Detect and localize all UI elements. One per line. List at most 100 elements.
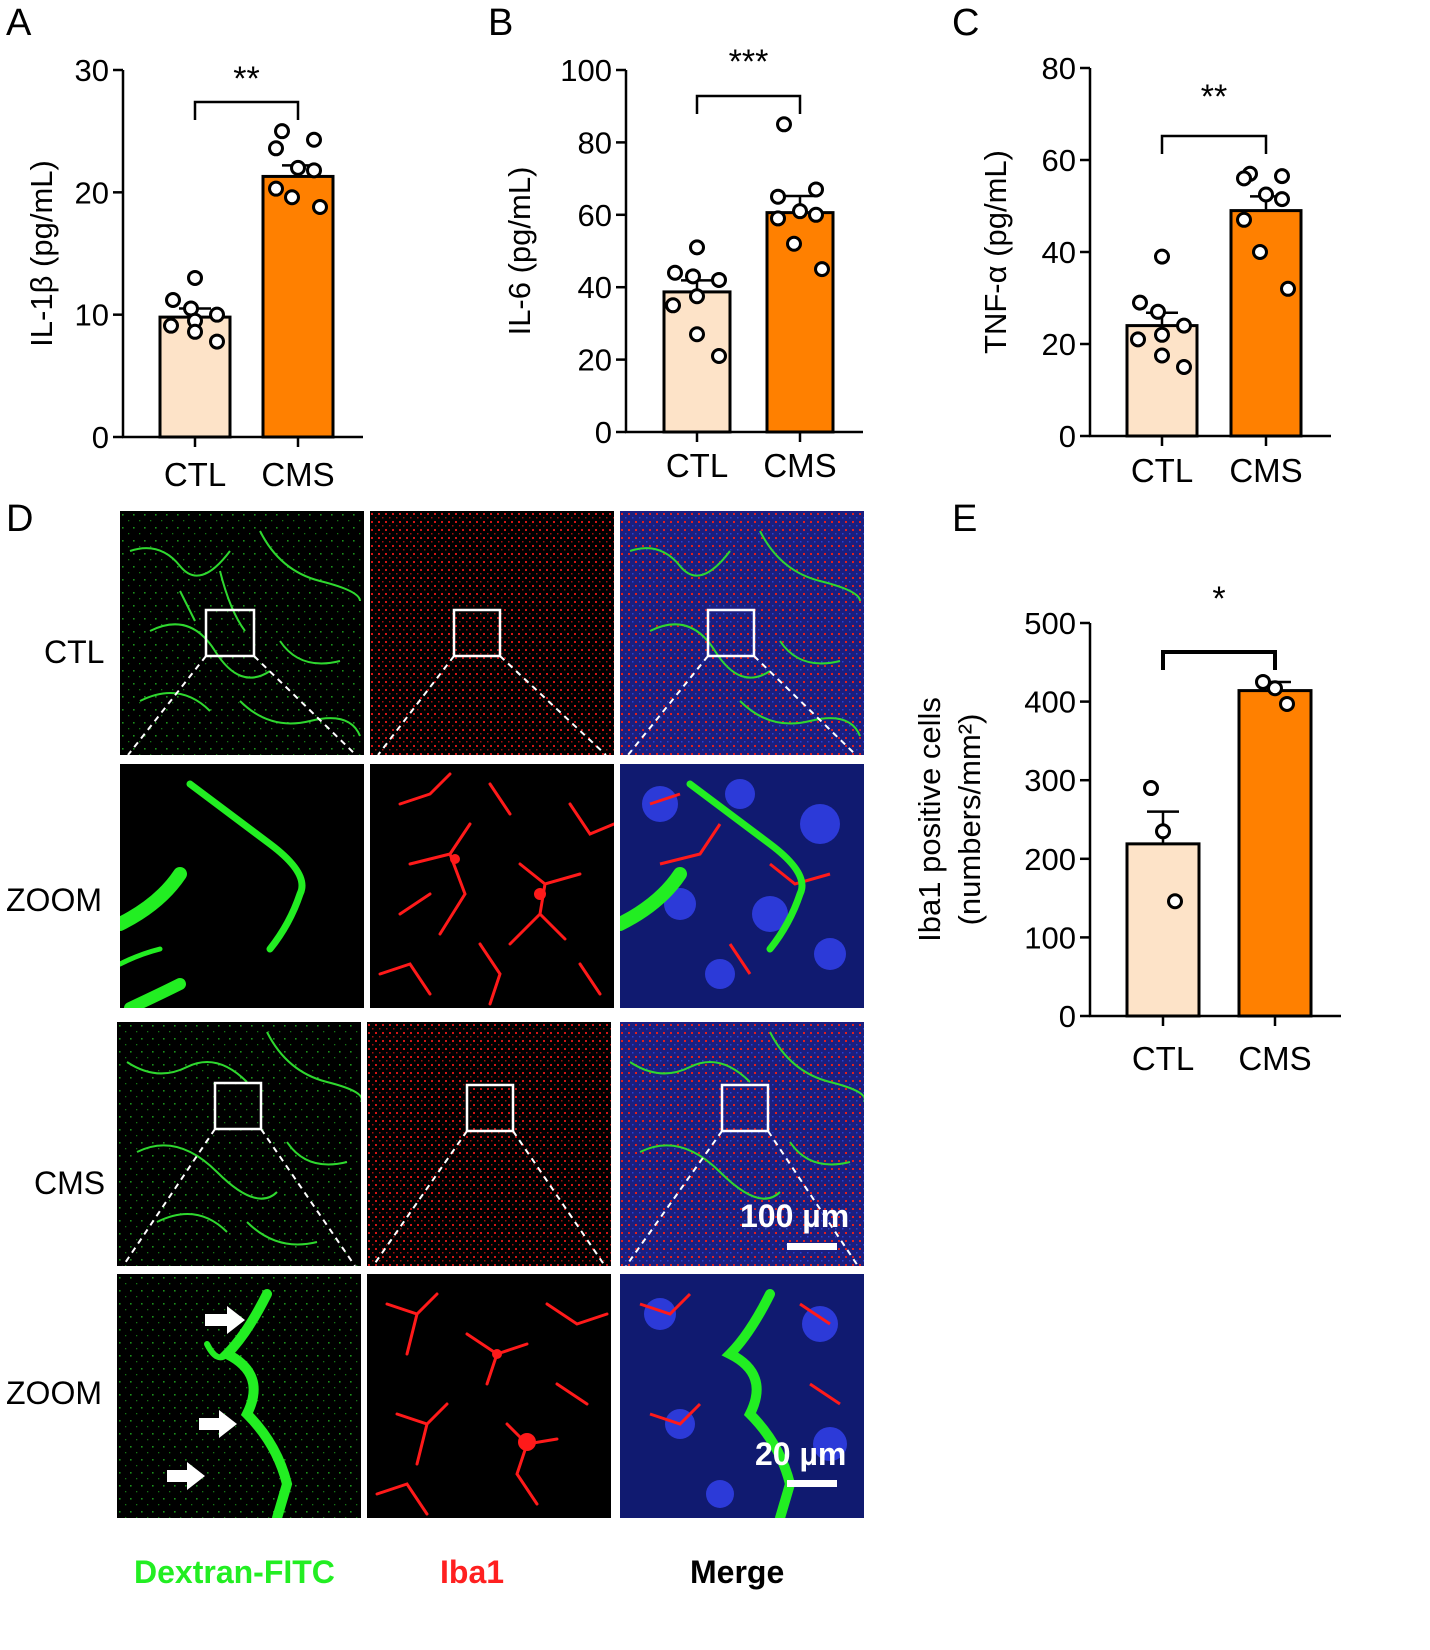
ctl-iba1-zoom (370, 764, 614, 1008)
data-point (1130, 331, 1146, 348)
data-point (1255, 673, 1271, 690)
data-point (1143, 780, 1159, 797)
cms-iba1-zoom (367, 1274, 611, 1518)
y-axis-label-unit: (numbers/mm²) (952, 714, 987, 926)
chart-e: 0 100 200 300 400 500 CTL CMS * Iba1 positive cel… (912, 580, 1341, 1077)
data-point (689, 288, 705, 305)
chart-c: 0 20 40 60 80 CTL CMS ** TNF-α (pg/mL) (978, 51, 1331, 489)
x-tick-label: CMS (1238, 1040, 1311, 1077)
cms-iba1-overview (367, 1022, 611, 1266)
y-tick-label: 300 (1024, 763, 1076, 798)
data-point (1274, 191, 1290, 208)
ctl-dextran-zoom (120, 764, 364, 1008)
data-point (163, 317, 179, 334)
cms-merge-overview (620, 1022, 864, 1266)
chart-b: 0 20 40 60 80 100 CTL CMS *** IL-6 (pg/mL) (502, 43, 863, 484)
y-tick-label: 20 (75, 175, 109, 210)
data-point (187, 323, 203, 340)
data-point (689, 239, 705, 256)
data-point (187, 269, 203, 286)
data-point (1258, 186, 1274, 203)
data-point (685, 268, 701, 285)
significance-label: *** (729, 43, 769, 81)
panel-label-d: D (6, 498, 34, 540)
y-tick-label: 20 (578, 343, 612, 378)
data-point (290, 159, 306, 176)
row-label-zoom-ctl: ZOOM (6, 882, 102, 918)
panel-label-b: B (488, 2, 514, 44)
data-point (808, 206, 824, 223)
data-point (770, 210, 786, 227)
y-axis-label: TNF-α (pg/mL) (978, 150, 1013, 354)
y-tick-label: 0 (1059, 999, 1076, 1034)
x-tick-label: CTL (1132, 1040, 1194, 1077)
y-tick-label: 80 (578, 125, 612, 160)
data-point (1150, 303, 1166, 320)
y-tick-label: 100 (1024, 920, 1076, 955)
data-point (1167, 893, 1183, 910)
data-point (1280, 280, 1296, 297)
y-tick-label: 80 (1042, 51, 1076, 86)
data-point (1176, 359, 1192, 375)
y-tick-label: 60 (578, 198, 612, 233)
scale-bar-small (787, 1480, 837, 1487)
panel-label-a: A (6, 2, 32, 44)
scale-bar-large-label: 100 µm (740, 1198, 850, 1234)
data-point (1154, 248, 1170, 265)
data-point (1154, 347, 1170, 364)
bar-cms (261, 174, 335, 439)
x-tick-label: CTL (164, 456, 226, 493)
data-point (1274, 168, 1290, 185)
chart-a: 0 10 20 30 CTL CMS ** IL-1β (pg/mL) (24, 53, 363, 493)
data-point (770, 188, 786, 205)
data-point (284, 189, 300, 206)
data-point (1252, 244, 1268, 260)
x-tick-label: CMS (763, 447, 836, 484)
x-tick-label: CTL (1131, 452, 1193, 489)
data-point (776, 116, 792, 133)
y-tick-label: 200 (1024, 842, 1076, 877)
significance-label: ** (1201, 78, 1227, 116)
y-axis-label: Iba1 positive cells (912, 697, 947, 942)
scale-bar-small-label: 20 µm (755, 1436, 847, 1472)
data-point (1236, 211, 1252, 228)
data-point (1132, 294, 1148, 311)
data-point (786, 235, 802, 252)
data-point (165, 291, 181, 308)
y-tick-label: 500 (1024, 606, 1076, 641)
significance-bracket (1161, 650, 1277, 670)
ctl-iba1-overview (370, 511, 614, 755)
column-label-iba1: Iba1 (440, 1554, 505, 1590)
significance-bracket (1160, 134, 1268, 154)
panel-label-c: C (952, 2, 980, 44)
x-tick-label: CMS (1229, 452, 1302, 489)
ctl-merge-zoom (620, 764, 864, 1008)
y-tick-label: 100 (560, 53, 612, 88)
data-point (1279, 695, 1295, 712)
data-point (689, 326, 705, 343)
y-tick-label: 40 (578, 270, 612, 305)
y-tick-label: 0 (92, 420, 109, 455)
significance-bracket (193, 100, 300, 120)
significance-label: * (1212, 580, 1225, 618)
cms-dextran-overview (117, 1022, 361, 1266)
data-point (1176, 317, 1192, 334)
data-point (1236, 170, 1252, 187)
y-tick-label: 0 (595, 415, 612, 450)
data-point (1267, 680, 1283, 697)
data-point (792, 203, 808, 220)
data-point (665, 297, 681, 314)
bar-cms (765, 211, 835, 434)
data-point (711, 271, 727, 288)
y-tick-label: 60 (1042, 143, 1076, 178)
row-label-cms: CMS (34, 1165, 106, 1201)
arrow-icons (167, 1306, 245, 1490)
y-tick-label: 20 (1042, 327, 1076, 362)
row-label-zoom-cms: ZOOM (6, 1375, 102, 1411)
scale-bar-large (787, 1243, 837, 1250)
data-point (1154, 326, 1170, 343)
data-point (814, 261, 830, 278)
data-point (306, 131, 322, 148)
ctl-merge-overview (620, 511, 864, 755)
